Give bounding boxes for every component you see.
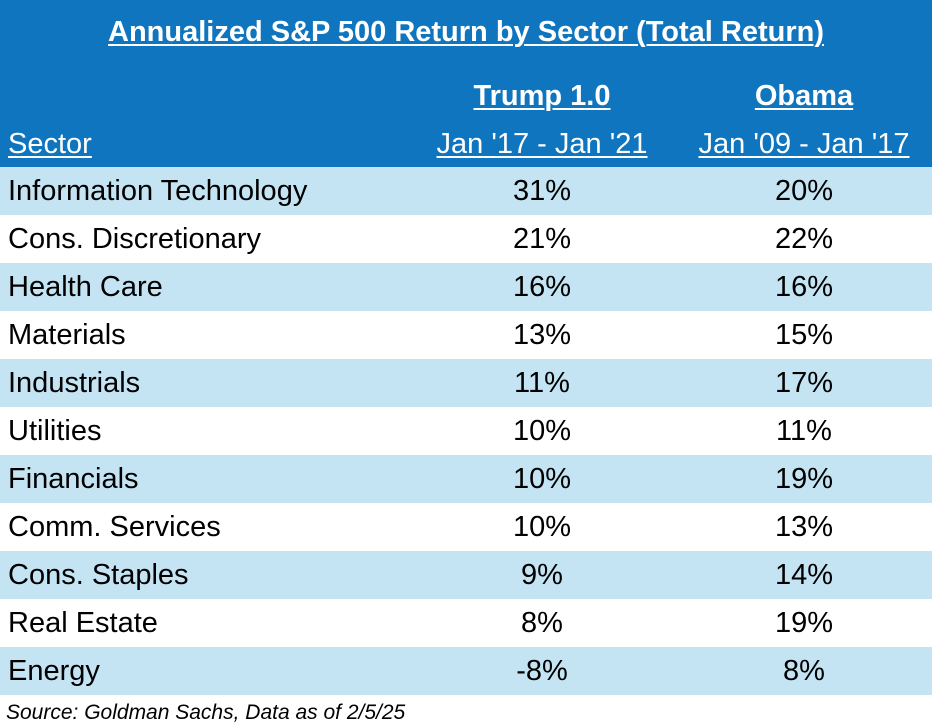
obama-return-cell: 19% (774, 463, 834, 495)
trump-return-cell: 8% (521, 607, 563, 639)
obama-return-cell: 17% (774, 367, 834, 399)
sector-cell: Industrials (8, 367, 141, 399)
table-row: Cons. Discretionary 21% 22% (0, 215, 932, 263)
trump-return-cell: 21% (512, 223, 572, 255)
trump-return-cell: 10% (512, 511, 572, 543)
obama-return-cell: 8% (783, 655, 825, 687)
sector-cell: Energy (8, 655, 100, 687)
obama-return-cell: 13% (774, 511, 834, 543)
sector-cell: Health Care (8, 271, 163, 303)
sector-cell: Utilities (8, 415, 102, 447)
obama-return-cell: 16% (774, 271, 834, 303)
column-range-trump: Jan '17 - Jan '21 (436, 128, 648, 160)
obama-return-cell: 20% (774, 175, 834, 207)
column-range-obama: Jan '09 - Jan '17 (698, 128, 910, 160)
trump-return-cell: 31% (512, 175, 572, 207)
table-row: Materials 13% 15% (0, 311, 932, 359)
obama-return-cell: 19% (774, 607, 834, 639)
obama-return-cell: 11% (776, 415, 832, 447)
trump-return-cell: 11% (514, 367, 570, 399)
table-row: Information Technology 31% 20% (0, 167, 932, 215)
table-header-band (0, 0, 932, 167)
column-header-obama: Obama (754, 80, 854, 112)
trump-return-cell: -8% (516, 655, 568, 687)
table-body: Information Technology 31% 20% Cons. Discre… (0, 167, 932, 695)
obama-return-cell: 14% (774, 559, 834, 591)
trump-return-cell: 13% (512, 319, 572, 351)
sector-cell: Comm. Services (8, 511, 221, 543)
sector-cell: Information Technology (8, 175, 308, 207)
table-row: Health Care 16% 16% (0, 263, 932, 311)
trump-return-cell: 10% (512, 463, 572, 495)
table-row: Energy -8% 8% (0, 647, 932, 695)
sector-cell: Real Estate (8, 607, 158, 639)
sector-cell: Financials (8, 463, 139, 495)
column-header-trump: Trump 1.0 (473, 80, 611, 112)
obama-return-cell: 15% (774, 319, 834, 351)
table-row: Utilities 10% 11% (0, 407, 932, 455)
sector-cell: Cons. Discretionary (8, 223, 262, 255)
trump-return-cell: 10% (512, 415, 572, 447)
column-header-sector: Sector (8, 128, 92, 160)
obama-return-cell: 22% (774, 223, 834, 255)
sector-cell: Materials (8, 319, 126, 351)
table-title: Annualized S&P 500 Return by Sector (Tot… (108, 16, 824, 48)
table-row: Cons. Staples 9% 14% (0, 551, 932, 599)
trump-return-cell: 16% (512, 271, 572, 303)
trump-return-cell: 9% (521, 559, 563, 591)
source-note: Source: Goldman Sachs, Data as of 2/5/25 (6, 701, 406, 724)
sector-cell: Cons. Staples (8, 559, 189, 591)
table-row: Industrials 11% 17% (0, 359, 932, 407)
table-row: Financials 10% 19% (0, 455, 932, 503)
table-row: Comm. Services 10% 13% (0, 503, 932, 551)
table-row: Real Estate 8% 19% (0, 599, 932, 647)
